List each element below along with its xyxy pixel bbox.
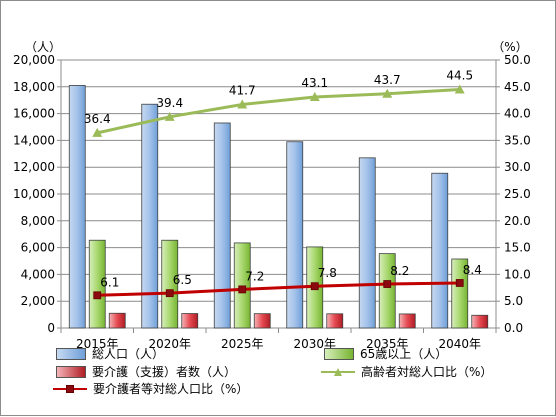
bars bbox=[68, 85, 489, 329]
left-tick-label: 16,000 bbox=[13, 107, 55, 121]
legend-swatch-blue bbox=[56, 347, 86, 360]
bar-series-2 bbox=[181, 313, 199, 329]
bar-series-2 bbox=[326, 313, 344, 329]
triangle-marker bbox=[454, 84, 465, 94]
triangle-marker-icon bbox=[334, 367, 342, 376]
right-tick-label: 35.0 bbox=[504, 133, 531, 147]
right-tick-label: 45.0 bbox=[504, 80, 531, 94]
axes bbox=[57, 59, 500, 333]
bar-series-1 bbox=[233, 242, 251, 329]
legend-swatch-red-line bbox=[53, 384, 87, 394]
left-axis-unit: （人） bbox=[25, 40, 61, 54]
category-label: 2035年 bbox=[366, 337, 409, 351]
series-lines: 36.4 39.4 41.7 43.1 43.7 44.5 6.1 6.5 7.2 7.8 8.2 8… bbox=[84, 68, 482, 300]
series-line-4 bbox=[97, 281, 460, 297]
category-label: 2015年 bbox=[76, 337, 119, 351]
bar-series-1 bbox=[88, 239, 106, 329]
left-tick-label: 20,000 bbox=[13, 53, 55, 67]
legend-label: 要介護（支援）者数（人） bbox=[92, 365, 237, 379]
bar-series-0 bbox=[213, 122, 231, 329]
right-tick-label: 0.0 bbox=[504, 321, 523, 335]
legend-item-elderly-ratio: 高齢者対総人口比（%） bbox=[321, 363, 492, 380]
bar-series-0 bbox=[286, 141, 304, 329]
left-tick-label: 18,000 bbox=[13, 80, 55, 94]
right-tick-label: 50.0 bbox=[504, 53, 531, 67]
category-label: 2040年 bbox=[438, 337, 481, 351]
bar-series-0 bbox=[358, 157, 376, 329]
bar-series-2 bbox=[471, 314, 489, 329]
legend-swatch-red bbox=[56, 365, 86, 378]
left-tick-label: 2,000 bbox=[21, 294, 55, 308]
category-label: 2025年 bbox=[221, 337, 264, 351]
left-tick-label: 10,000 bbox=[13, 187, 55, 201]
square-marker-icon bbox=[66, 384, 74, 393]
legend-item-65-plus: 65歳以上（人） bbox=[324, 345, 447, 362]
data-label: 36.4 bbox=[84, 112, 111, 126]
bar-series-1 bbox=[161, 239, 179, 329]
bar-series-2 bbox=[108, 312, 126, 329]
bar-series-1 bbox=[378, 253, 396, 329]
legend-label: 総人口（人） bbox=[92, 347, 165, 361]
left-tick-label: 4,000 bbox=[21, 267, 55, 281]
square-marker bbox=[93, 291, 102, 300]
bar-series-0 bbox=[141, 103, 159, 329]
left-tick-label: 14,000 bbox=[13, 133, 55, 147]
right-tick-label: 40.0 bbox=[504, 107, 531, 121]
legend-swatch-green-line bbox=[321, 367, 355, 377]
right-tick-label: 25.0 bbox=[504, 187, 531, 201]
square-marker bbox=[238, 285, 247, 294]
data-label: 43.7 bbox=[374, 73, 401, 87]
triangle-marker bbox=[164, 111, 175, 121]
right-tick-label: 10.0 bbox=[504, 267, 531, 281]
square-marker bbox=[455, 279, 464, 287]
grid-lines bbox=[61, 59, 496, 329]
triangle-marker bbox=[309, 91, 320, 101]
data-label: 39.4 bbox=[156, 96, 183, 110]
legend-swatch-green bbox=[324, 347, 354, 360]
data-label: 44.5 bbox=[446, 68, 473, 82]
bar-series-2 bbox=[398, 313, 416, 329]
category-label: 2020年 bbox=[148, 337, 191, 351]
data-label: 43.1 bbox=[301, 76, 328, 90]
data-label: 6.1 bbox=[100, 275, 119, 289]
legend-item-care-ratio: 要介護者等対総人口比（%） bbox=[53, 380, 248, 397]
square-marker bbox=[383, 280, 392, 288]
left-tick-label: 12,000 bbox=[13, 160, 55, 174]
legend-label: 要介護者等対総人口比（%） bbox=[93, 382, 249, 396]
triangle-marker bbox=[92, 127, 103, 137]
legend-item-care-needed: 要介護（支援）者数（人） bbox=[56, 363, 236, 380]
data-label: 41.7 bbox=[229, 83, 256, 97]
triangle-marker bbox=[237, 99, 248, 109]
square-marker bbox=[310, 282, 319, 291]
legend-item-total-population: 総人口（人） bbox=[56, 345, 164, 362]
right-axis-unit: （%） bbox=[492, 40, 527, 54]
data-label: 7.2 bbox=[245, 269, 264, 283]
axis-labels: 0 0.0 2,000 5.0 4,000 10.0 6,000 15.0 8,000 20.0 1… bbox=[13, 40, 531, 351]
bar-series-0 bbox=[431, 172, 449, 329]
right-tick-label: 30.0 bbox=[504, 160, 531, 174]
right-tick-label: 5.0 bbox=[504, 294, 523, 308]
right-tick-label: 20.0 bbox=[504, 214, 531, 228]
left-tick-label: 0 bbox=[47, 321, 55, 335]
left-tick-label: 8,000 bbox=[21, 214, 55, 228]
data-label: 7.8 bbox=[318, 266, 337, 280]
triangle-marker bbox=[382, 88, 393, 98]
bar-series-2 bbox=[253, 313, 271, 329]
data-label: 6.5 bbox=[173, 273, 192, 287]
legend-label: 65歳以上（人） bbox=[360, 347, 448, 361]
left-tick-label: 6,000 bbox=[21, 241, 55, 255]
square-marker bbox=[165, 289, 174, 298]
data-label: 8.4 bbox=[463, 263, 482, 277]
bar-series-1 bbox=[451, 258, 469, 329]
bar-series-0 bbox=[68, 85, 86, 329]
right-tick-label: 15.0 bbox=[504, 241, 531, 255]
series-line-3 bbox=[96, 87, 460, 135]
data-label: 8.2 bbox=[390, 264, 409, 278]
legend-label: 高齢者対総人口比（%） bbox=[361, 365, 493, 379]
